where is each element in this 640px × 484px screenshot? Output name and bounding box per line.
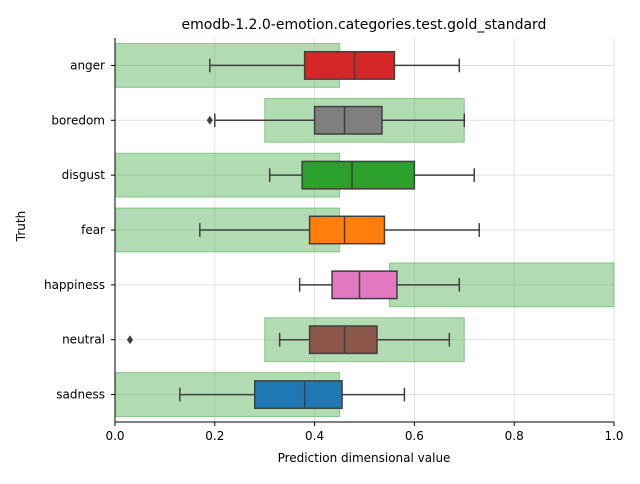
box-fear [199, 215, 481, 245]
x-axis-label: Prediction dimensional value [278, 451, 451, 465]
box-iqr [253, 380, 343, 410]
y-tick-label-neutral: neutral [62, 333, 105, 347]
box-anger [209, 50, 461, 80]
box-sadness [179, 380, 406, 410]
x-tick-label: 0.0 [105, 429, 124, 443]
y-axis-label: Truth [14, 211, 28, 242]
chart-title: emodb-1.2.0-emotion.categories.test.gold… [182, 17, 547, 33]
y-tick-label-happiness: happiness [44, 278, 105, 292]
box-iqr [303, 50, 396, 80]
box-iqr [308, 325, 378, 355]
x-tick-label: 1.0 [604, 429, 623, 443]
y-tick-label-sadness: sadness [56, 388, 105, 402]
y-tick-label-boredom: boredom [51, 113, 105, 127]
box-boredom [206, 105, 466, 135]
x-tick-label: 0.2 [205, 429, 224, 443]
box-iqr [313, 105, 383, 135]
y-tick-label-disgust: disgust [62, 168, 106, 182]
box-iqr [308, 215, 386, 245]
x-tick-label: 0.6 [405, 429, 424, 443]
box-iqr [301, 160, 416, 190]
gold-range-layer [114, 42, 615, 418]
box-happiness [298, 270, 461, 300]
box-neutral [126, 325, 451, 355]
box-disgust [268, 160, 476, 190]
y-tick-label-anger: anger [70, 58, 105, 72]
box-layer [126, 50, 481, 410]
outlier-marker [126, 335, 133, 345]
y-tick-label-fear: fear [81, 223, 105, 237]
outlier-marker [206, 115, 213, 125]
axis-layer: 0.0 0.2 0.4 0.6 0.8 1.0 anger boredom disgust fea… [44, 38, 624, 443]
box-iqr [331, 270, 398, 300]
x-tick-label: 0.4 [305, 429, 324, 443]
x-tick-label: 0.8 [505, 429, 524, 443]
